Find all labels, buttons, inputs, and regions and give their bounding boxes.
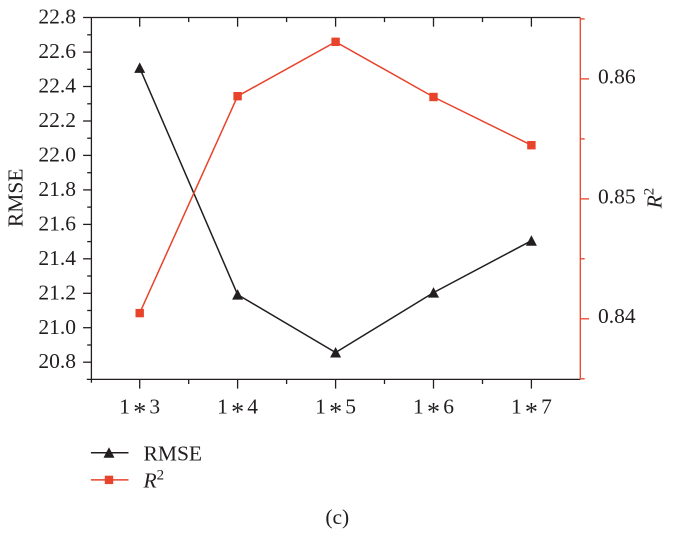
svg-text:21.0: 21.0 [38, 315, 76, 339]
svg-text:RMSE: RMSE [4, 169, 28, 228]
svg-text:1*4: 1 * 4 [217, 394, 258, 426]
svg-text:1*5: 1 * 5 [315, 394, 356, 426]
svg-text:0.86: 0.86 [598, 64, 636, 88]
svg-text:22.4: 22.4 [38, 74, 76, 98]
svg-text:1*7: 1 * 7 [511, 394, 552, 426]
svg-text:1*3: 1 * 3 [119, 394, 160, 426]
svg-text:22.6: 22.6 [38, 39, 76, 63]
svg-text:(c): (c) [325, 505, 349, 529]
svg-text:R2: R2 [143, 467, 165, 492]
svg-text:21.2: 21.2 [38, 280, 76, 304]
svg-text:22.2: 22.2 [38, 108, 76, 132]
svg-text:21.8: 21.8 [38, 177, 76, 201]
svg-text:RMSE: RMSE [144, 441, 203, 465]
svg-text:R2: R2 [642, 188, 667, 210]
svg-text:1*6: 1 * 6 [413, 394, 454, 426]
svg-text:22.0: 22.0 [38, 143, 76, 167]
svg-text:21.6: 21.6 [38, 211, 76, 235]
svg-text:0.85: 0.85 [598, 184, 636, 208]
svg-text:0.84: 0.84 [598, 304, 636, 328]
svg-text:20.8: 20.8 [38, 349, 76, 373]
svg-text:22.8: 22.8 [38, 5, 76, 29]
svg-text:21.4: 21.4 [38, 246, 76, 270]
